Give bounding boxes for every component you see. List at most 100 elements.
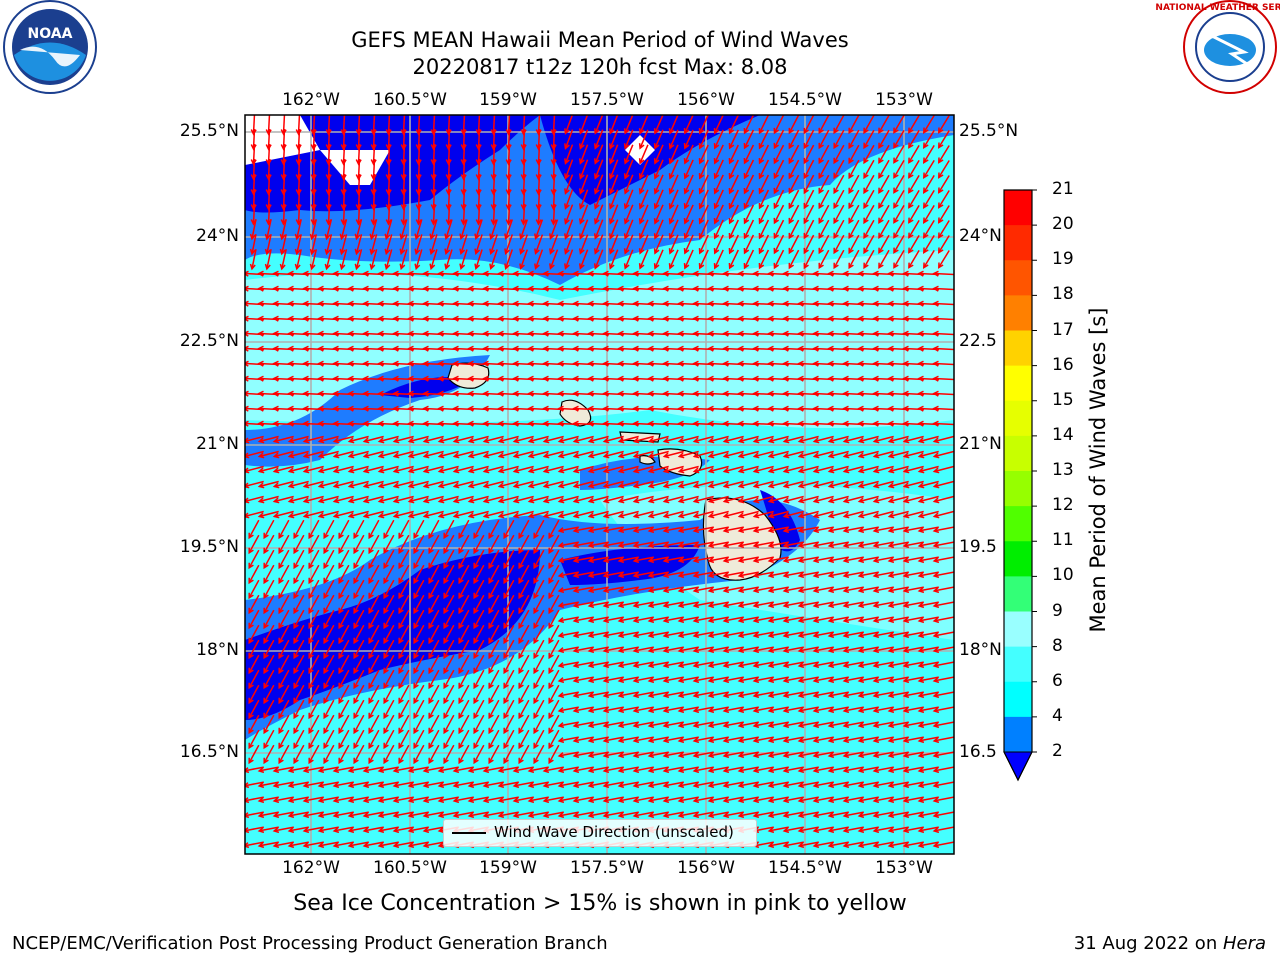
wind-wave-arrow — [548, 579, 560, 600]
wind-wave-arrow — [647, 736, 669, 744]
wind-wave-arrow — [602, 691, 624, 699]
colorbar-tick-label: 8 — [1052, 635, 1063, 656]
wind-wave-arrow — [407, 826, 429, 834]
wind-wave-arrow — [623, 174, 634, 195]
wind-wave-arrow — [527, 495, 549, 504]
wind-wave-arrow — [602, 556, 624, 564]
wind-wave-arrow — [842, 751, 864, 759]
lat-tick-left: 25.5°N — [179, 121, 239, 141]
wind-wave-arrow — [520, 203, 527, 226]
wind-wave-arrow — [893, 235, 905, 254]
wind-wave-arrow — [803, 249, 815, 270]
wind-wave-arrow — [278, 639, 290, 660]
wind-wave-arrow — [752, 796, 774, 804]
colorbar-segment — [1004, 225, 1032, 261]
wind-wave-arrow — [354, 219, 363, 241]
wind-wave-arrow — [548, 654, 560, 675]
wind-wave-arrow — [917, 526, 939, 534]
wind-wave-arrow — [383, 534, 395, 555]
wind-wave-arrow — [632, 465, 654, 474]
wind-wave-arrow — [422, 465, 444, 474]
wind-wave-arrow — [593, 219, 604, 240]
wind-wave-arrow — [752, 646, 774, 654]
wind-wave-arrow — [245, 480, 264, 489]
wind-wave-arrow — [812, 526, 834, 534]
wind-wave-arrow — [518, 519, 530, 540]
wind-wave-arrow — [489, 249, 498, 270]
wind-wave-arrow — [302, 495, 324, 504]
wind-wave-arrow — [707, 450, 729, 459]
wind-wave-arrow — [707, 721, 729, 729]
wind-wave-arrow — [677, 691, 699, 699]
wind-wave-arrow — [872, 616, 894, 624]
colorbar-segment — [1004, 506, 1032, 542]
wind-wave-arrow — [722, 646, 744, 654]
nws-logo-icon: NATIONAL WEATHER SERVICE — [1155, 0, 1280, 94]
wind-wave-arrow — [557, 556, 579, 564]
wind-wave-arrow — [414, 249, 423, 271]
wind-wave-arrow — [422, 826, 444, 834]
wind-wave-arrow — [857, 841, 879, 849]
wind-wave-arrow — [647, 721, 669, 729]
wind-wave-arrow — [257, 811, 279, 819]
wind-wave-arrow — [578, 115, 589, 135]
wind-wave-arrow — [707, 541, 729, 549]
wind-wave-arrow — [398, 744, 410, 765]
wind-wave-arrow — [474, 249, 483, 270]
wind-wave-arrow — [668, 219, 679, 240]
wind-wave-arrow — [632, 495, 654, 504]
wind-wave-arrow — [548, 609, 560, 630]
wind-wave-arrow — [707, 480, 729, 489]
wind-wave-arrow — [797, 691, 819, 699]
wind-wave-arrow — [383, 609, 395, 630]
wind-wave-arrow — [872, 811, 894, 819]
wind-wave-arrow — [917, 646, 939, 654]
wind-wave-arrow — [473, 639, 485, 660]
wind-wave-arrow — [722, 811, 744, 819]
wind-wave-arrow — [287, 510, 309, 519]
colorbar-tick-label: 6 — [1052, 670, 1063, 691]
wind-wave-arrow — [797, 586, 819, 594]
wind-wave-arrow — [662, 736, 684, 744]
wind-wave-arrow — [548, 699, 560, 720]
wind-wave-arrow — [758, 144, 770, 165]
wind-wave-arrow — [458, 684, 470, 705]
wind-wave-arrow — [362, 841, 384, 849]
wind-wave-arrow — [647, 495, 669, 504]
wind-wave-arrow — [377, 510, 399, 519]
wind-wave-arrow — [368, 534, 380, 555]
wind-wave-arrow — [692, 646, 714, 654]
lon-tick-bottom: 162°W — [282, 858, 340, 878]
wind-wave-arrow — [564, 159, 574, 180]
wind-wave-arrow — [317, 495, 339, 504]
wind-wave-arrow — [407, 796, 429, 804]
wind-wave-arrow — [713, 189, 724, 210]
wind-wave-arrow — [338, 579, 350, 600]
wind-wave-arrow — [932, 345, 954, 352]
wind-wave-arrow — [347, 766, 369, 774]
wind-wave-arrow — [872, 480, 894, 489]
wind-wave-arrow — [392, 450, 414, 459]
wind-wave-arrow — [767, 601, 789, 609]
wind-wave-arrow — [887, 616, 909, 624]
wind-wave-arrow — [272, 450, 294, 459]
wind-wave-arrow — [338, 594, 350, 615]
wind-wave-arrow — [737, 676, 759, 684]
wind-wave-arrow — [278, 519, 290, 540]
wind-wave-arrow — [692, 721, 714, 729]
wind-wave-arrow — [578, 204, 589, 225]
wind-wave-arrow — [857, 435, 879, 444]
wind-wave-arrow — [323, 744, 335, 765]
wind-wave-arrow — [812, 571, 834, 579]
wind-wave-arrow — [677, 766, 699, 774]
wind-wave-arrow — [482, 811, 504, 819]
wind-wave-arrow — [587, 586, 609, 594]
wind-wave-arrow — [932, 676, 954, 684]
wind-wave-arrow — [872, 571, 894, 579]
wind-wave-arrow — [377, 450, 399, 459]
colorbar-tick-label: 11 — [1052, 530, 1074, 551]
wind-wave-arrow — [459, 219, 468, 240]
wind-wave-arrow — [518, 684, 530, 705]
wind-wave-arrow — [593, 249, 604, 270]
wind-wave-arrow — [422, 811, 444, 819]
